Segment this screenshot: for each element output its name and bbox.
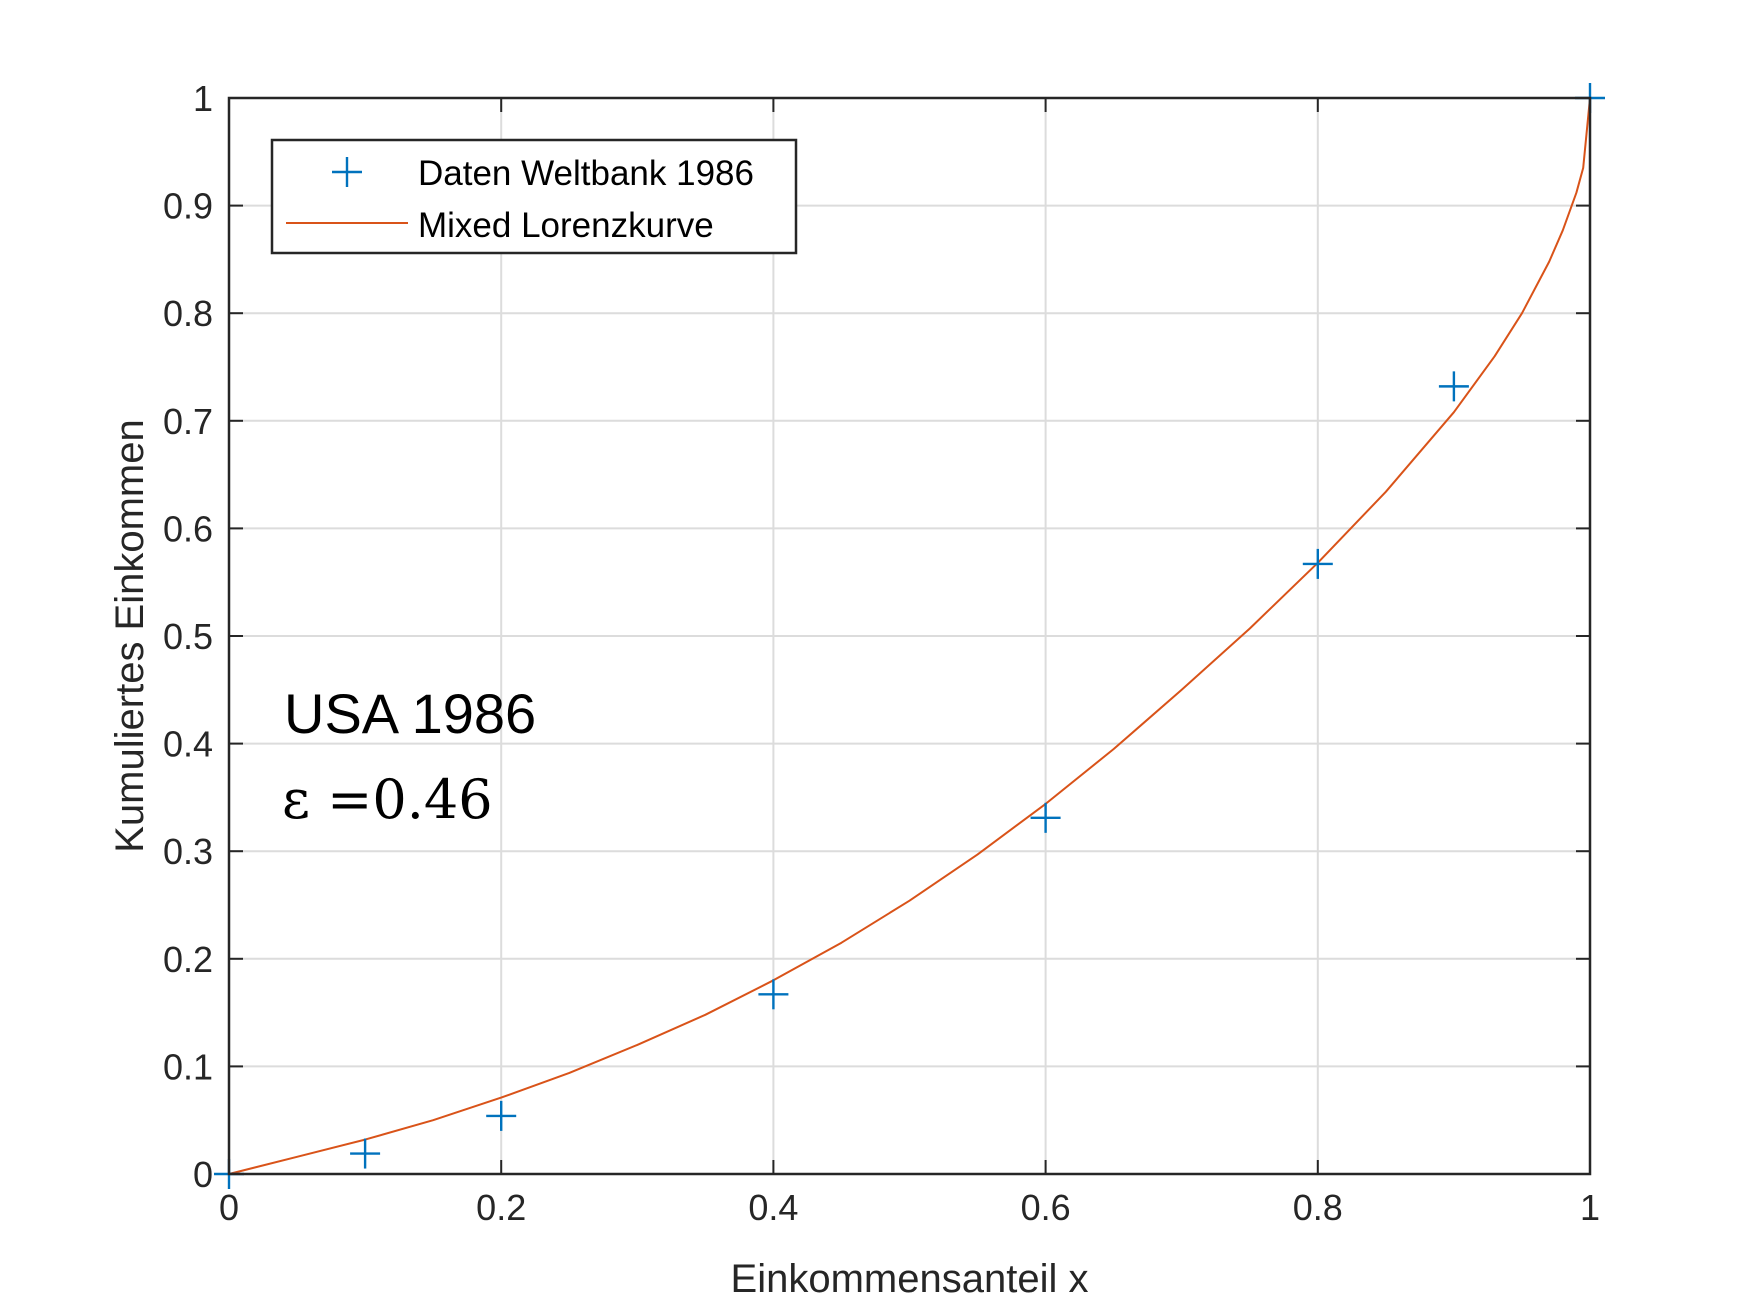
- x-tick-label: 1: [1580, 1187, 1600, 1228]
- y-tick-label: 0.6: [163, 508, 213, 549]
- x-tick-label: 0.8: [1293, 1187, 1343, 1228]
- legend-marker-plus: [332, 157, 362, 187]
- data-point-marker: [486, 1100, 517, 1131]
- legend-entry-curve: Mixed Lorenzkurve: [418, 206, 714, 245]
- x-tick-label: 0.4: [748, 1187, 798, 1228]
- data-point-marker: [1030, 802, 1061, 833]
- y-tick-label: 0.5: [163, 616, 213, 657]
- y-tick-label: 0.8: [163, 293, 213, 334]
- annotation-epsilon: ε =0.46: [282, 768, 493, 831]
- legend-plus-glyph: [332, 157, 362, 187]
- y-tick-label: 1: [193, 78, 213, 119]
- plot-frame: [227, 96, 1592, 1176]
- series-line-mixed-lorenzkurve: [228, 97, 1591, 1175]
- x-tick-label: 0: [219, 1187, 239, 1228]
- x-tick-label: 0.2: [476, 1187, 526, 1228]
- annotation-country-year: USA 1986: [284, 682, 536, 745]
- legend-box: [270, 138, 798, 255]
- legend: Daten Weltbank 1986 Mixed Lorenzkurve: [270, 138, 798, 255]
- y-tick-label: 0.9: [163, 186, 213, 227]
- y-axis-label: Kumuliertes Einkommen: [108, 419, 152, 853]
- data-point-marker: [350, 1138, 381, 1169]
- data-point-marker: [758, 979, 789, 1010]
- legend-entry-data: Daten Weltbank 1986: [418, 154, 754, 193]
- y-tick-label: 0: [193, 1154, 213, 1195]
- y-tick-label: 0.4: [163, 724, 213, 765]
- data-point-marker: [1438, 371, 1469, 402]
- tick-labels: 0 0.2 0.4 0.6 0.8 1 0 0.1 0.2 0.3 0.4 0.5 0.6 0.7 0.8 0…: [163, 78, 1600, 1228]
- data-point-marker: [1302, 548, 1333, 579]
- y-tick-label: 0.1: [163, 1046, 213, 1087]
- y-tick-label: 0.7: [163, 401, 213, 442]
- y-tick-label: 0.2: [163, 939, 213, 980]
- x-tick-label: 0.6: [1021, 1187, 1071, 1228]
- x-axis-label: Einkommensanteil x: [731, 1257, 1089, 1301]
- y-tick-label: 0.3: [163, 831, 213, 872]
